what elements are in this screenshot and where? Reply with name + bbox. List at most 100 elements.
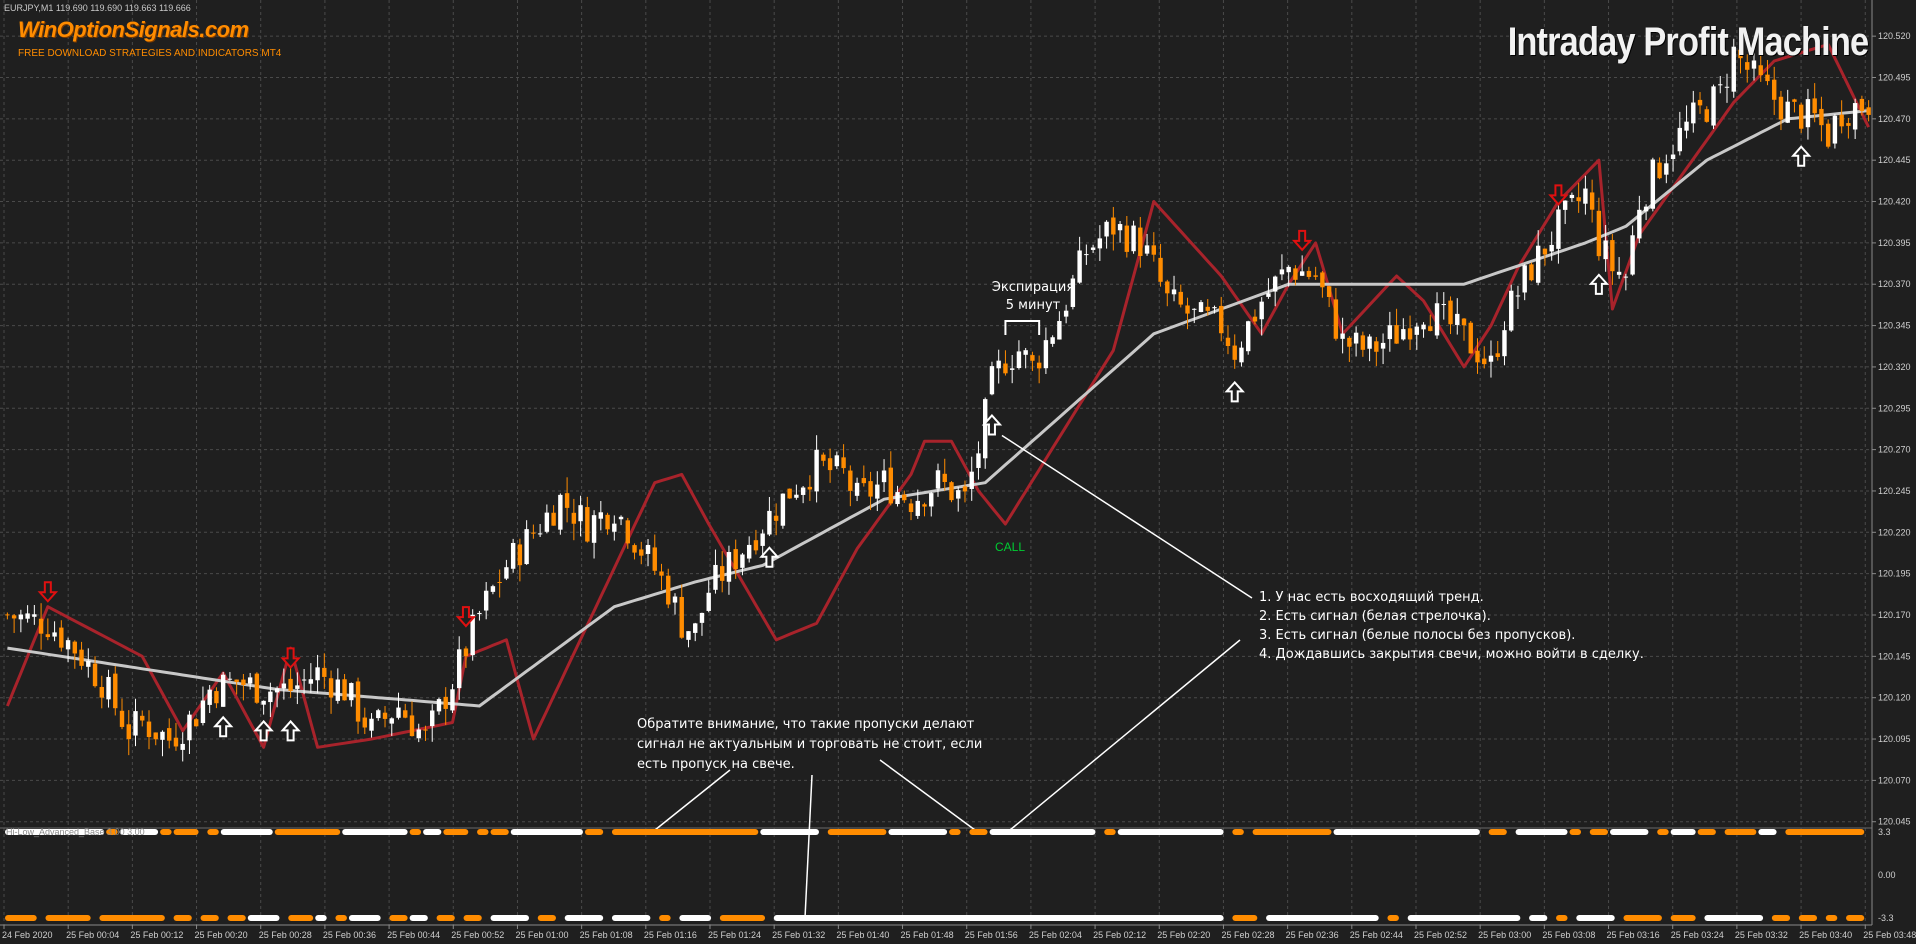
strip-white-segment [1333,829,1480,835]
candle-body [349,683,354,701]
candle-body [1515,295,1521,297]
candle-body [288,678,293,691]
candle-body [1839,114,1844,127]
candle-body [92,663,98,687]
candle-body [1495,353,1500,357]
candle-body [146,721,152,737]
sell-arrow-icon [280,647,301,669]
sell-arrow-icon [1548,184,1569,206]
candle-body [1043,340,1049,369]
candle-body [32,614,37,617]
candle-body [1569,194,1575,199]
candle-body [632,545,637,553]
strip-orange-segment [274,829,341,835]
candle-body [504,567,509,579]
candle-body [1097,238,1103,249]
candle-body [1455,313,1460,325]
candle-body [1171,289,1177,295]
candle-body [99,686,104,698]
y-tick-label: 120.095 [1878,734,1911,744]
time-axis: 24 Feb 2020 25 Feb 00:04 25 Feb 00:12 25 Fe… [2,925,1916,940]
y-tick-label: 120.470 [1878,114,1911,124]
x-tick-label: 25 Feb 01:24 [708,930,761,940]
strip-orange-segment [409,829,422,835]
strip-orange-segment [1589,829,1608,835]
candle-body [915,500,920,516]
candle-body [1549,244,1554,252]
candle-body [227,678,233,680]
candle-body [416,729,421,739]
x-tick-label: 25 Feb 00:28 [259,930,312,940]
x-tick-label: 25 Feb 00:36 [323,930,376,940]
candle-body [854,482,860,496]
candle-body [1380,342,1386,349]
warning-line-1: Обратите внимание, что такие пропуски де… [637,717,975,732]
candle-body [355,681,361,722]
candle-body [1016,351,1022,369]
candle-body [463,648,469,657]
x-tick-label: 25 Feb 01:00 [515,930,568,940]
candle-body [1448,300,1453,325]
candle-body [1441,304,1446,306]
strip-orange-segment [477,829,489,835]
strip-white-segment [423,829,442,835]
candle-body [241,679,246,685]
indicator-axis: 3.3 0.00 -3.3 [1878,827,1896,923]
y-tick-label: 120.170 [1878,610,1911,620]
callout-line-gap-3 [804,774,813,919]
candle-body [322,667,327,677]
candle-body [1401,329,1406,340]
candle-body [834,455,840,467]
candle-body [1070,278,1076,307]
candle-body [1718,84,1723,86]
candle-body [531,532,536,534]
candle-body [1421,324,1426,330]
strip-white-segment [1515,829,1568,835]
candle-body [787,488,792,499]
strip-orange-segment [1569,829,1582,835]
candle-body [1529,264,1534,281]
candle-body [1434,303,1440,336]
candle-body [1306,270,1312,277]
candle-body [726,552,732,582]
candle-body [1407,328,1413,340]
y-tick-label: 120.420 [1878,197,1911,207]
candle-body [1144,245,1150,254]
warning-line-2: сигнал не актуальным и торговать не стои… [637,737,983,752]
buy-arrow-icon [212,715,234,738]
strip-white-segment [564,915,604,921]
callout-line-strip [1009,639,1241,831]
candle-body [659,571,664,576]
strip-orange-segment [200,915,219,921]
strip-orange-segment [1657,829,1669,835]
candle-body [315,667,320,681]
strip-orange-segment [335,915,347,921]
candle-body [1272,276,1278,292]
candle-body [1340,333,1345,339]
candle-body [1711,86,1716,126]
candle-body [65,640,71,650]
strip-orange-segment [1232,829,1244,835]
candle-body [483,590,489,611]
candle-body [686,631,691,640]
strip-orange-segment [1846,915,1865,921]
candle-body [1320,272,1325,288]
candle-body [1259,301,1264,320]
y-tick-label: 120.345 [1878,321,1911,331]
candle-body [827,458,833,471]
candle-body [578,505,583,522]
candle-body [261,700,266,705]
strip-orange-segment [1232,915,1258,921]
buy-arrow-icon [253,719,274,742]
candle-body [1367,336,1372,349]
candle-body [794,494,799,498]
candle-body [1057,321,1062,340]
strip-orange-segment [719,915,766,921]
candle-body [612,523,617,532]
candle-body [1009,368,1015,370]
candle-body [861,478,867,484]
candle-body [59,627,64,648]
candle-body [187,714,192,741]
brand-logo-text[interactable]: WinOptionSignals.com [18,17,249,42]
strip-orange-segment [1670,915,1696,921]
